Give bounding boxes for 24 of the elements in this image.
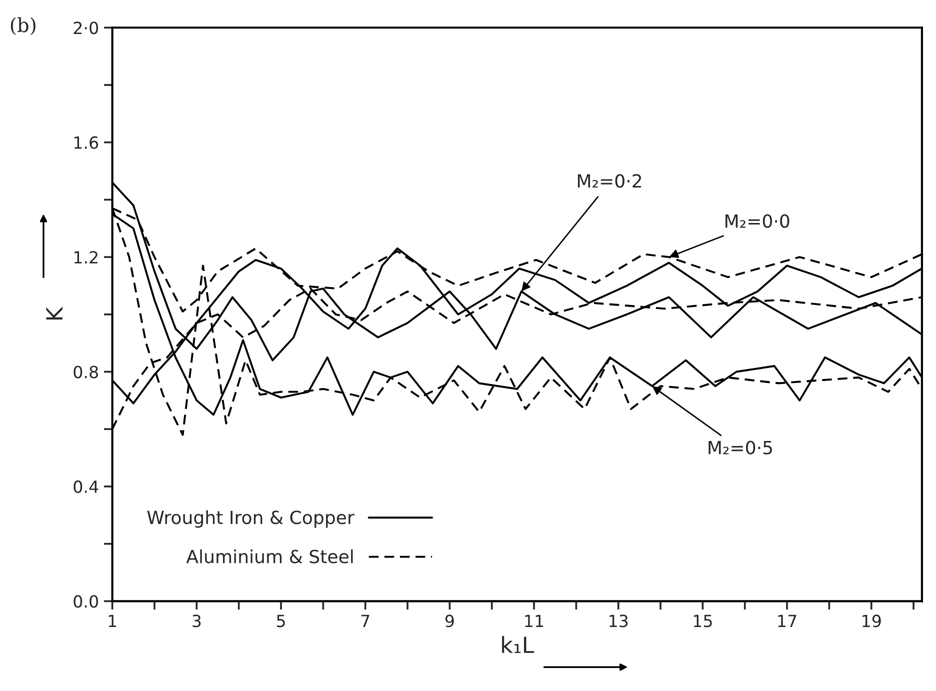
x-tick-label: 9 <box>445 614 454 628</box>
y-axis-title: K <box>46 306 62 320</box>
x-tick-label: 19 <box>862 614 881 628</box>
x-tick-label: 11 <box>525 614 544 628</box>
x-tick-label: 1 <box>108 614 116 628</box>
x-tick-label: 17 <box>778 614 796 628</box>
y-tick-label: 0.0 <box>74 595 98 608</box>
x-tick-label: 3 <box>192 614 201 628</box>
annotation: M₂=0·0 <box>726 214 790 228</box>
legend-label: Aluminium & Steel <box>186 549 353 564</box>
y-tick-label: 0.4 <box>74 480 98 494</box>
x-tick-label: 13 <box>610 614 628 628</box>
x-tick-label: 15 <box>694 614 712 628</box>
text: (b) <box>10 17 36 36</box>
legend-label: Wrought Iron & Copper <box>147 510 354 528</box>
y-tick-label: 1.2 <box>74 251 98 264</box>
y-tick-label: 1.6 <box>74 136 98 149</box>
y-tick-label: 2·0 <box>74 22 98 34</box>
y-tick-label: 0.8 <box>74 366 98 378</box>
annotation: M₂=0·2 <box>578 174 642 188</box>
x-tick-label: 5 <box>276 614 285 628</box>
x-tick-label: 7 <box>361 614 370 628</box>
annotation: M₂=0·5 <box>708 440 772 454</box>
x-axis-title: k₁L <box>502 636 534 654</box>
